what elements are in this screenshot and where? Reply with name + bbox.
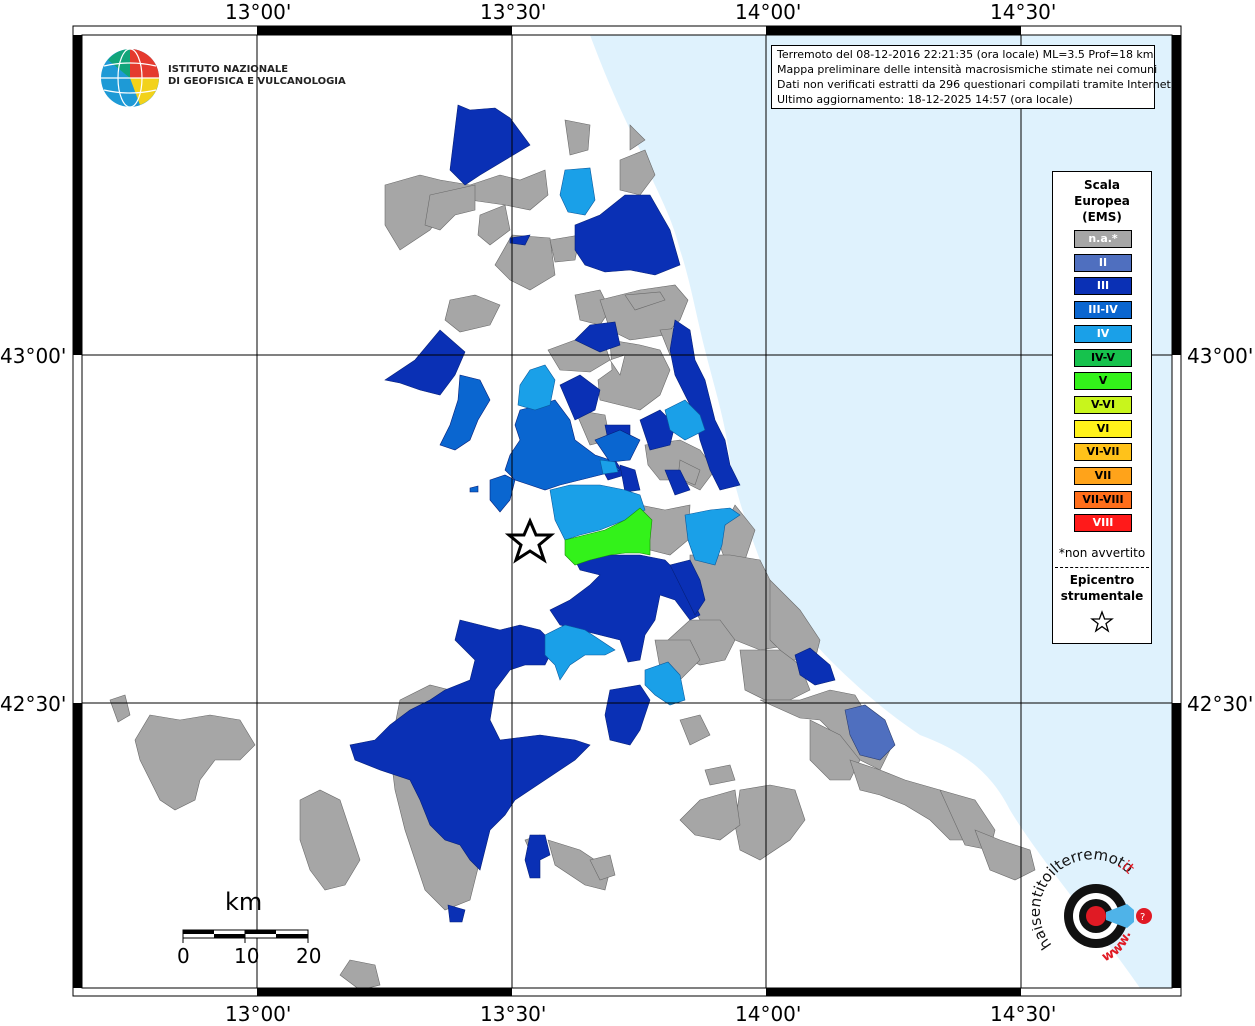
event-info-line3: Dati non verificati estratti da 296 ques…	[777, 78, 1175, 91]
scale-label-0: 0	[177, 944, 190, 968]
legend-title-line2: Europea	[1074, 194, 1130, 208]
legend-star-icon	[1090, 610, 1114, 633]
lon-tick-bottom-3: 14°00'	[735, 1002, 802, 1026]
legend-swatch-ivv: IV-V	[1074, 348, 1132, 367]
legend-swatch-iii: III	[1074, 277, 1132, 296]
legend-swatch-vi: VI	[1074, 419, 1132, 438]
event-info-line4: Ultimo aggiornamento: 18-12-2025 14:57 (…	[777, 93, 1073, 106]
lon-tick-top-4: 14°30'	[990, 0, 1057, 24]
scale-label-20: 20	[296, 944, 322, 968]
legend-divider	[1055, 567, 1149, 568]
ingv-name-line2: DI GEOFISICA E VULCANOLOGIA	[168, 76, 346, 87]
ingv-globe-icon	[101, 48, 159, 108]
svg-text:?: ?	[1140, 912, 1145, 923]
legend-note: *non avvertito	[1058, 546, 1146, 560]
lat-tick-right-1: 43°00'	[1187, 344, 1254, 368]
graticule	[82, 35, 1172, 988]
lon-tick-top-1: 13°00'	[225, 0, 292, 24]
legend-swatch-v: V	[1074, 372, 1132, 391]
legend-epicenter-line2: strumentale	[1060, 589, 1144, 603]
legend-title-line1: Scala	[1083, 178, 1121, 192]
haisentito-target-icon: ? haisentitoilterremoto .it www.	[1032, 850, 1152, 965]
event-info-line1: Terremoto del 08-12-2016 22:21:35 (ora l…	[777, 48, 1154, 61]
legend-epicenter-line1: Epicentro	[1069, 573, 1135, 587]
legend-swatch-iv: IV	[1074, 324, 1132, 343]
municipalities-v	[564, 507, 653, 566]
municipalities-ii	[844, 704, 896, 761]
scale-unit: km	[225, 888, 263, 916]
ems-legend: Scala Europea (EMS) n.a.* II III III-IV IV IV…	[1052, 171, 1152, 644]
legend-swatch-vii: VII	[1074, 467, 1132, 485]
scale-label-10: 10	[234, 944, 260, 968]
legend-swatch-ii: II	[1074, 253, 1132, 272]
lon-tick-bottom-1: 13°00'	[225, 1002, 292, 1026]
ingv-name: ISTITUTO NAZIONALE DI GEOFISICA E VULCAN…	[168, 64, 346, 88]
legend-swatch-viiviii: VII-VIII	[1074, 490, 1132, 509]
legend-swatch-vivii: VI-VII	[1074, 443, 1132, 462]
municipalities-iii-iv	[439, 374, 641, 513]
lon-tick-top-2: 13°30'	[480, 0, 547, 24]
ingv-name-line1: ISTITUTO NAZIONALE	[168, 64, 289, 75]
legend-swatch-iiiiv: III-IV	[1074, 301, 1132, 320]
lat-tick-left-1: 43°00'	[0, 344, 67, 368]
lon-tick-bottom-2: 13°30'	[480, 1002, 547, 1026]
lat-tick-right-2: 42°30'	[1187, 692, 1254, 716]
legend-title: Scala Europea (EMS)	[1053, 177, 1151, 225]
legend-epicenter-label: Epicentro strumentale	[1053, 572, 1151, 604]
adriatic-sea	[590, 35, 1172, 988]
lon-tick-top-3: 14°00'	[735, 0, 802, 24]
epicenter-star-icon	[504, 517, 556, 564]
municipalities-iii	[349, 104, 836, 923]
event-info-line2: Mappa preliminare delle intensità macros…	[777, 63, 1158, 76]
legend-swatch-viii: VIII	[1074, 514, 1132, 533]
lon-tick-bottom-4: 14°30'	[990, 1002, 1057, 1026]
municipalities-iv	[517, 167, 741, 706]
legend-title-line3: (EMS)	[1082, 210, 1122, 224]
event-info-box: Terremoto del 08-12-2016 22:21:35 (ora l…	[771, 45, 1175, 109]
lat-tick-left-2: 42°30'	[0, 692, 67, 716]
map-frame	[72, 25, 1182, 997]
legend-swatch-na: n.a.*	[1074, 230, 1132, 248]
legend-swatch-vvi: V-VI	[1074, 395, 1132, 414]
scale-bar	[182, 929, 309, 943]
